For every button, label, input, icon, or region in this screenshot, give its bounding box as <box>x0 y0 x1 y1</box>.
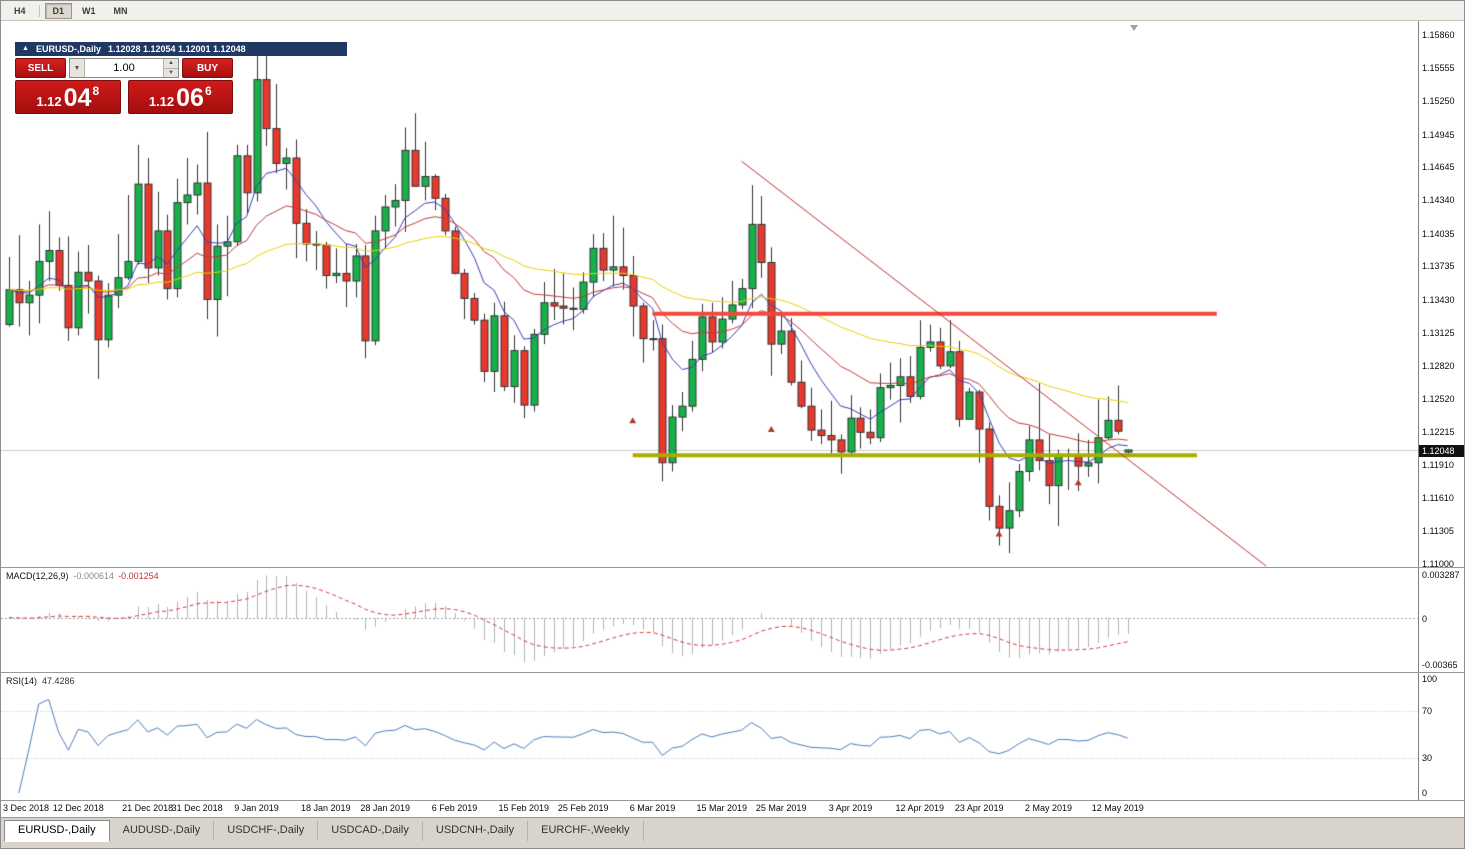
rsi-axis-label: 70 <box>1422 706 1433 717</box>
rsi-axis-label: 30 <box>1422 752 1433 763</box>
date-axis-label: 31 Dec 2018 <box>171 803 223 813</box>
price-axis-label: 1.12520 <box>1422 393 1455 404</box>
price-axis-label: 1.14945 <box>1422 129 1455 140</box>
sell-price-pips: 04 <box>63 84 92 112</box>
buy-price-tile[interactable]: 1.12 06 6 <box>127 80 233 114</box>
date-axis-label: 6 Mar 2019 <box>629 803 676 813</box>
price-chart-canvas[interactable] <box>1 21 1418 567</box>
date-axis-label: 12 May 2019 <box>1091 803 1144 813</box>
price-axis-label: 1.13735 <box>1422 261 1455 272</box>
current-price-badge: 1.12048 <box>1419 444 1464 457</box>
price-axis-label: 1.15555 <box>1422 63 1455 74</box>
price-axis-label: 1.11610 <box>1422 492 1454 503</box>
date-axis-label: 9 Jan 2019 <box>234 803 279 813</box>
buy-price-sup: 6 <box>204 84 212 98</box>
date-axis-label: 15 Feb 2019 <box>498 803 550 813</box>
rsi-name: RSI(14) <box>6 676 38 686</box>
rsi-canvas[interactable] <box>1 673 1418 800</box>
price-axis-label: 1.15860 <box>1422 30 1455 40</box>
sell-price-big: 1.12 <box>36 94 62 109</box>
rsi-value: 47.4286 <box>42 676 75 686</box>
macd-signal-value: -0.001254 <box>118 571 159 581</box>
buy-price-pips: 06 <box>176 84 204 112</box>
date-axis-label: 3 Dec 2018 <box>3 803 50 813</box>
chart-symbol-label: EURUSD-,Daily <box>35 44 101 54</box>
macd-canvas[interactable] <box>1 568 1418 672</box>
collapse-panel-icon[interactable]: ▲ <box>22 45 29 52</box>
macd-name: MACD(12,26,9) <box>6 571 69 581</box>
tab-usdcnh-daily[interactable]: USDCNH-,Daily <box>423 821 529 841</box>
date-axis-label: 12 Dec 2018 <box>52 803 104 813</box>
timeframe-button-w1[interactable]: W1 <box>82 5 96 16</box>
price-axis-label: 1.15250 <box>1422 96 1455 107</box>
chart-ohlc-values: 1.12028 1.12054 1.12001 1.12048 <box>107 44 246 54</box>
price-axis-label: 1.11000 <box>1422 559 1454 569</box>
rsi-axis-label: 0 <box>1422 788 1428 798</box>
volume-input[interactable]: 1.00 <box>113 62 135 74</box>
volume-up-icon[interactable]: ▲ <box>164 59 178 69</box>
tab-eurchf-weekly[interactable]: EURCHF-,Weekly <box>528 821 644 841</box>
date-axis-label: 25 Feb 2019 <box>557 803 609 813</box>
volume-dropdown-icon[interactable]: ▼ <box>70 59 85 77</box>
timeframe-button-h4[interactable]: H4 <box>14 5 26 16</box>
macd-main-value: -0.000614 <box>73 571 115 581</box>
price-axis-label: 1.11910 <box>1422 459 1454 470</box>
price-axis[interactable]: 1.12048 1.15860 1.15555 1.15250 1.14945 1.14… <box>1418 21 1464 569</box>
tab-eurusd-daily[interactable]: EURUSD-,Daily <box>4 820 110 842</box>
date-axis[interactable]: 3 Dec 2018 12 Dec 2018 21 Dec 2018 31 Dec 2… <box>1 800 1464 817</box>
macd-axis-label: 0 <box>1422 613 1428 624</box>
date-axis-label: 3 Apr 2019 <box>828 803 873 813</box>
date-axis-label: 21 Dec 2018 <box>122 803 174 813</box>
price-axis-label: 1.13125 <box>1422 327 1455 338</box>
timeframe-toolbar: H4 D1 W1 MN <box>1 1 1464 21</box>
rsi-axis[interactable]: 100 70 30 0 <box>1418 673 1464 800</box>
sell-price-sup: 8 <box>92 84 100 98</box>
price-chart-panel: 1.12048 1.15860 1.15555 1.15250 1.14945 1.14… <box>1 21 1464 569</box>
date-axis-label: 25 Mar 2019 <box>755 803 807 813</box>
rsi-label: RSI(14) 47.4286 <box>6 676 75 686</box>
tab-audusd-daily[interactable]: AUDUSD-,Daily <box>110 821 215 841</box>
rsi-axis-label: 100 <box>1422 674 1438 684</box>
macd-axis-label: 0.003287 <box>1422 570 1460 580</box>
date-axis-label: 12 Apr 2019 <box>895 803 945 813</box>
toolbar-separator <box>38 4 40 17</box>
buy-price-big: 1.12 <box>148 94 175 109</box>
macd-panel: 0.003287 0 -0.00365 MACD(12,26,9) -0.000614… <box>1 567 1464 672</box>
volume-stepper: ▲ ▼ <box>163 59 178 77</box>
date-axis-label: 6 Feb 2019 <box>431 803 478 813</box>
price-axis-label: 1.14035 <box>1422 228 1455 239</box>
price-axis-label: 1.12820 <box>1422 360 1455 371</box>
date-axis-label: 23 Apr 2019 <box>954 803 1004 813</box>
chart-tabbar: EURUSD-,Daily AUDUSD-,Daily USDCHF-,Dail… <box>1 817 1464 848</box>
date-axis-label: 28 Jan 2019 <box>360 803 410 813</box>
date-axis-label: 18 Jan 2019 <box>301 803 351 813</box>
chart-window-title: ▲ EURUSD-,Daily 1.12028 1.12054 1.12001 … <box>15 42 347 56</box>
macd-axis[interactable]: 0.003287 0 -0.00365 <box>1418 568 1464 672</box>
rsi-panel: 100 70 30 0 RSI(14) 47.4286 <box>1 672 1464 800</box>
sell-button[interactable]: SELL <box>15 58 66 78</box>
price-axis-label: 1.14340 <box>1422 195 1455 206</box>
tab-usdchf-daily[interactable]: USDCHF-,Daily <box>214 821 319 841</box>
timeframe-button-mn[interactable]: MN <box>113 5 128 16</box>
price-axis-label: 1.13430 <box>1422 294 1455 305</box>
buy-button[interactable]: BUY <box>182 58 233 78</box>
tab-usdcad-daily[interactable]: USDCAD-,Daily <box>318 821 423 841</box>
date-axis-label: 2 May 2019 <box>1024 803 1073 813</box>
macd-label: MACD(12,26,9) -0.000614 -0.001254 <box>6 571 159 581</box>
chart-shift-marker-icon[interactable] <box>1130 25 1138 31</box>
one-click-trading-panel: SELL ▼ 1.00 ▲ ▼ BUY 1.12 04 8 <box>15 58 233 114</box>
price-axis-label: 1.11305 <box>1422 525 1454 536</box>
volume-control: ▼ 1.00 ▲ ▼ <box>69 58 179 78</box>
volume-down-icon[interactable]: ▼ <box>164 68 178 77</box>
date-axis-label: 15 Mar 2019 <box>696 803 748 813</box>
price-axis-label: 1.14645 <box>1422 162 1455 173</box>
price-axis-label: 1.12215 <box>1422 426 1455 437</box>
timeframe-button-d1[interactable]: D1 <box>44 2 73 19</box>
sell-price-tile[interactable]: 1.12 04 8 <box>15 80 121 114</box>
macd-axis-label: -0.00365 <box>1422 660 1458 670</box>
